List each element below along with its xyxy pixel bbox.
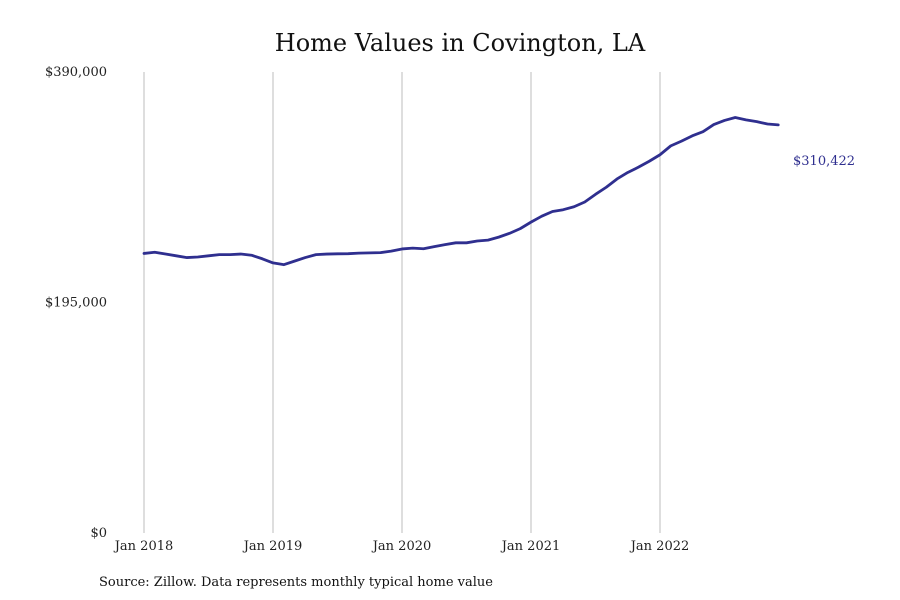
x-tick-label: Jan 2021: [500, 539, 561, 554]
x-tick-label: Jan 2018: [113, 539, 174, 554]
y-axis-ticks: $0 $195,000 $390,000: [45, 65, 107, 541]
series-area: [142, 116, 780, 267]
x-tick-label: Jan 2019: [242, 539, 303, 554]
x-tick-label: Jan 2022: [629, 539, 690, 554]
y-tick-label: $390,000: [45, 65, 107, 80]
y-tick-label: $0: [90, 526, 107, 541]
y-tick-label: $195,000: [45, 296, 107, 311]
latest-value-label: $310,422: [793, 154, 855, 169]
source-note: Source: Zillow. Data represents monthly …: [99, 575, 493, 590]
vertical-grid: [143, 72, 661, 533]
x-axis-ticks: Jan 2018 Jan 2019 Jan 2020 Jan 2021 Jan 2022: [113, 539, 690, 554]
series-line-1: [142, 116, 780, 267]
chart-title: Home Values in Covington, LA: [275, 29, 646, 57]
x-tick-label: Jan 2020: [371, 539, 432, 554]
